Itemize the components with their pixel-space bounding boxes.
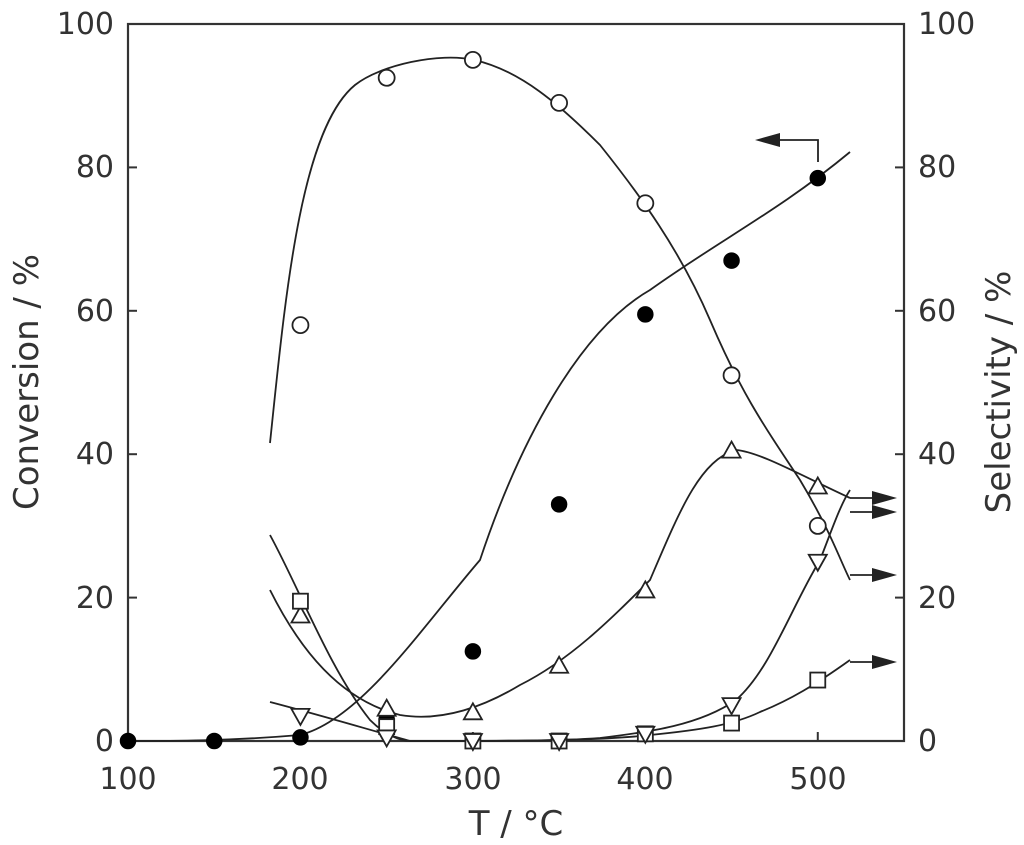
data-point-filled-circle — [119, 732, 137, 750]
tick-marks — [127, 23, 904, 742]
data-point-open-triangle-up — [807, 475, 829, 495]
y2-tick-label: 0 — [918, 724, 937, 759]
arrow-to-right-axis-3 — [850, 568, 897, 582]
data-point-open-circle — [722, 366, 741, 385]
data-point-open-square — [809, 671, 827, 689]
arrow-to-left-axis — [755, 133, 819, 162]
y-tick-label: 40 — [76, 437, 114, 472]
y-tick-label: 100 — [57, 7, 114, 42]
data-point-open-triangle-up — [634, 579, 656, 599]
y2-tick-label: 60 — [918, 294, 956, 329]
data-point-open-circle — [463, 50, 482, 69]
data-point-filled-circle — [550, 496, 568, 513]
data-point-open-triangle-up — [548, 654, 570, 674]
data-point-filled-circle — [464, 643, 482, 660]
data-point-filled-circle — [637, 306, 654, 323]
data-point-open-triangle-up — [462, 701, 484, 721]
fit-curve-open-square — [269, 534, 851, 742]
arrow-to-right-axis-2 — [850, 505, 897, 519]
y-tick-label: 20 — [76, 581, 114, 616]
data-point-open-circle — [377, 68, 396, 87]
data-point-open-triangle-down — [462, 733, 484, 752]
y2-tick-label: 40 — [918, 437, 956, 472]
x-tick-label: 300 — [444, 762, 501, 797]
x-tick-label: 100 — [99, 762, 156, 797]
arrows — [755, 133, 897, 669]
y2-tick-label: 100 — [918, 7, 975, 42]
data-point-filled-circle — [809, 169, 827, 187]
data-point-open-circle — [550, 93, 569, 112]
data-markers — [119, 50, 829, 752]
x-tick-label: 400 — [616, 762, 673, 797]
data-point-open-triangle-down — [807, 553, 829, 573]
y-tick-label: 80 — [76, 150, 114, 185]
data-point-filled-circle — [723, 252, 740, 269]
data-point-open-square — [292, 592, 309, 610]
data-point-open-triangle-up — [289, 604, 311, 624]
data-point-filled-circle — [205, 732, 223, 750]
fit-curve-open-triangle-up — [269, 449, 851, 718]
x-axis-title: T / °C — [468, 804, 564, 844]
arrow-to-right-axis-4 — [850, 655, 897, 669]
y2-tick-label: 20 — [918, 581, 956, 616]
data-point-open-circle — [636, 194, 655, 213]
y2-axis-title: Selectivity / % — [979, 271, 1019, 514]
y-tick-label: 60 — [76, 294, 114, 329]
arrow-to-right-axis-1 — [850, 491, 897, 505]
data-point-open-triangle-down — [548, 733, 570, 752]
fit-curve-open-circle — [269, 56, 851, 581]
plot-frame — [126, 22, 906, 743]
x-tick-label: 200 — [271, 762, 328, 797]
data-point-filled-circle — [292, 729, 309, 746]
data-point-open-triangle-up — [376, 697, 398, 717]
data-point-open-circle — [808, 517, 827, 535]
y2-tick-label: 80 — [918, 150, 956, 185]
data-point-open-triangle-up — [721, 439, 743, 459]
x-tick-label: 500 — [789, 762, 846, 797]
data-point-open-square — [723, 714, 740, 732]
fit-curve-filled-circle — [127, 151, 851, 742]
data-point-open-triangle-down — [376, 729, 398, 749]
data-point-open-circle — [291, 316, 310, 335]
y-tick-label: 0 — [95, 724, 114, 759]
data-point-open-triangle-down — [634, 725, 656, 745]
data-point-open-triangle-down — [721, 697, 743, 716]
fit-curves — [127, 56, 851, 742]
y-axis-title: Conversion / % — [7, 254, 47, 510]
data-point-open-triangle-down — [289, 708, 311, 727]
